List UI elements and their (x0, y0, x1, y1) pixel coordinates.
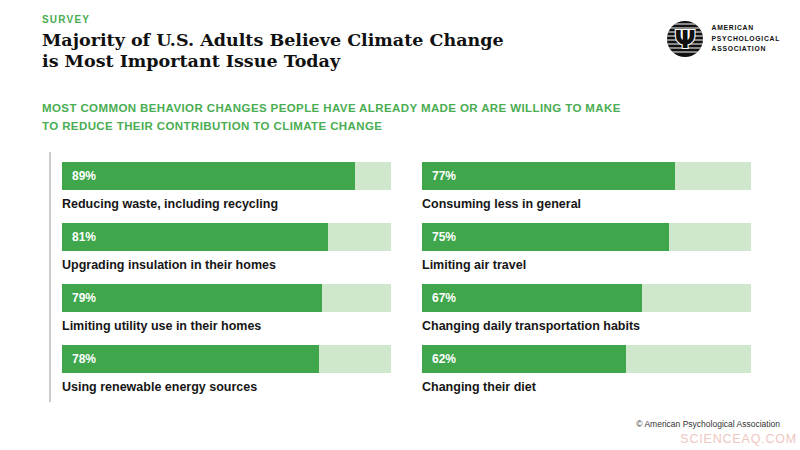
page-title: Majority of U.S. Adults Believe Climate … (42, 30, 504, 73)
apa-logo: Ψ AMERICAN PSYCHOLOGICAL ASSOCIATION (666, 20, 780, 58)
infographic-page: SURVEY Majority of U.S. Adults Believe C… (0, 0, 800, 450)
watermark-text: SCIENCEAQ.COM (680, 432, 797, 446)
bar-fill: 89% (62, 162, 355, 190)
apa-logo-text: AMERICAN PSYCHOLOGICAL ASSOCIATION (712, 23, 780, 56)
bar-value-label: 62% (422, 352, 456, 366)
bar-row: 62% Changing their diet (422, 345, 751, 394)
bar-track: 77% (422, 162, 751, 190)
bar-column-left: 89% Reducing waste, including recycling … (62, 152, 391, 402)
bar-category-label: Limiting utility use in their homes (62, 319, 391, 333)
bar-category-label: Consuming less in general (422, 197, 751, 211)
bar-track: 62% (422, 345, 751, 373)
bar-fill: 81% (62, 223, 328, 251)
bar-category-label: Changing their diet (422, 380, 751, 394)
bar-category-label: Limiting air travel (422, 258, 751, 272)
chart-title-line-1: MOST COMMON BEHAVIOR CHANGES PEOPLE HAVE… (42, 102, 621, 114)
header: SURVEY Majority of U.S. Adults Believe C… (42, 14, 780, 73)
bar-track: 81% (62, 223, 391, 251)
copyright-text: © American Psychological Association (636, 419, 780, 429)
bar-value-label: 77% (422, 169, 456, 183)
bar-chart: 89% Reducing waste, including recycling … (49, 152, 751, 402)
title-line-2: is Most Important Issue Today (42, 51, 340, 71)
bar-value-label: 75% (422, 230, 456, 244)
bar-category-label: Using renewable energy sources (62, 380, 391, 394)
bar-track: 78% (62, 345, 391, 373)
logo-org-line3: ASSOCIATION (712, 44, 780, 55)
bar-value-label: 78% (62, 352, 96, 366)
bar-row: 81% Upgrading insulation in their homes (62, 223, 391, 272)
bar-row: 89% Reducing waste, including recycling (62, 162, 391, 211)
logo-org-line1: AMERICAN (712, 23, 780, 34)
header-text-block: SURVEY Majority of U.S. Adults Believe C… (42, 14, 504, 73)
bar-value-label: 81% (62, 230, 96, 244)
bar-row: 67% Changing daily transportation habits (422, 284, 751, 333)
bar-row: 75% Limiting air travel (422, 223, 751, 272)
chart-title: MOST COMMON BEHAVIOR CHANGES PEOPLE HAVE… (42, 100, 621, 136)
bar-category-label: Upgrading insulation in their homes (62, 258, 391, 272)
eyebrow-label: SURVEY (42, 14, 504, 25)
bar-track: 79% (62, 284, 391, 312)
bar-value-label: 89% (62, 169, 96, 183)
bar-row: 77% Consuming less in general (422, 162, 751, 211)
bar-track: 75% (422, 223, 751, 251)
bar-column-right: 77% Consuming less in general 75% Limiti… (422, 152, 751, 402)
bar-value-label: 79% (62, 291, 96, 305)
bar-category-label: Changing daily transportation habits (422, 319, 751, 333)
logo-org-line2: PSYCHOLOGICAL (712, 34, 780, 45)
svg-text:Ψ: Ψ (674, 25, 695, 54)
bar-fill: 62% (422, 345, 626, 373)
bar-fill: 78% (62, 345, 319, 373)
bar-fill: 77% (422, 162, 675, 190)
bar-fill: 75% (422, 223, 669, 251)
title-line-1: Majority of U.S. Adults Believe Climate … (42, 30, 504, 50)
bar-row: 79% Limiting utility use in their homes (62, 284, 391, 333)
psi-icon: Ψ (666, 20, 704, 58)
bar-track: 89% (62, 162, 391, 190)
bar-row: 78% Using renewable energy sources (62, 345, 391, 394)
bar-category-label: Reducing waste, including recycling (62, 197, 391, 211)
bar-value-label: 67% (422, 291, 456, 305)
bar-fill: 67% (422, 284, 642, 312)
bar-fill: 79% (62, 284, 322, 312)
chart-title-line-2: TO REDUCE THEIR CONTRIBUTION TO CLIMATE … (42, 120, 382, 132)
bar-track: 67% (422, 284, 751, 312)
